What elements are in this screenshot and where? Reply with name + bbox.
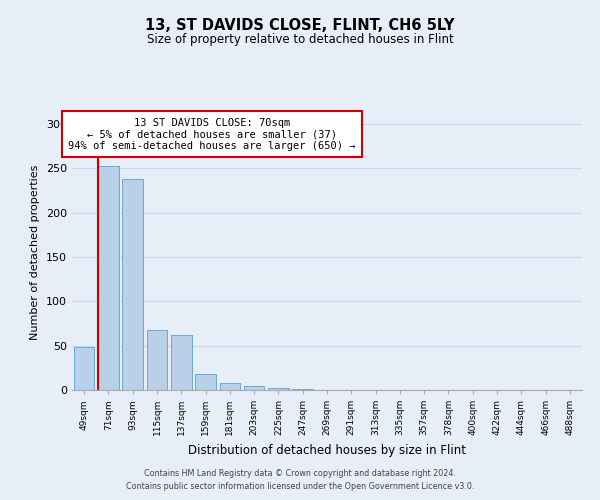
- Text: Contains public sector information licensed under the Open Government Licence v3: Contains public sector information licen…: [126, 482, 474, 491]
- Bar: [122, 179, 143, 390]
- X-axis label: Distribution of detached houses by size in Flint: Distribution of detached houses by size …: [188, 444, 466, 456]
- Bar: [195, 374, 216, 390]
- Bar: [244, 386, 265, 390]
- Bar: [98, 166, 119, 390]
- Text: Contains HM Land Registry data © Crown copyright and database right 2024.: Contains HM Land Registry data © Crown c…: [144, 468, 456, 477]
- Text: 13 ST DAVIDS CLOSE: 70sqm
← 5% of detached houses are smaller (37)
94% of semi-d: 13 ST DAVIDS CLOSE: 70sqm ← 5% of detach…: [68, 118, 356, 151]
- Y-axis label: Number of detached properties: Number of detached properties: [31, 165, 40, 340]
- Bar: [146, 330, 167, 390]
- Bar: [171, 335, 191, 390]
- Bar: [292, 389, 313, 390]
- Bar: [74, 348, 94, 390]
- Text: 13, ST DAVIDS CLOSE, FLINT, CH6 5LY: 13, ST DAVIDS CLOSE, FLINT, CH6 5LY: [145, 18, 455, 32]
- Bar: [220, 383, 240, 390]
- Text: Size of property relative to detached houses in Flint: Size of property relative to detached ho…: [146, 32, 454, 46]
- Bar: [268, 388, 289, 390]
